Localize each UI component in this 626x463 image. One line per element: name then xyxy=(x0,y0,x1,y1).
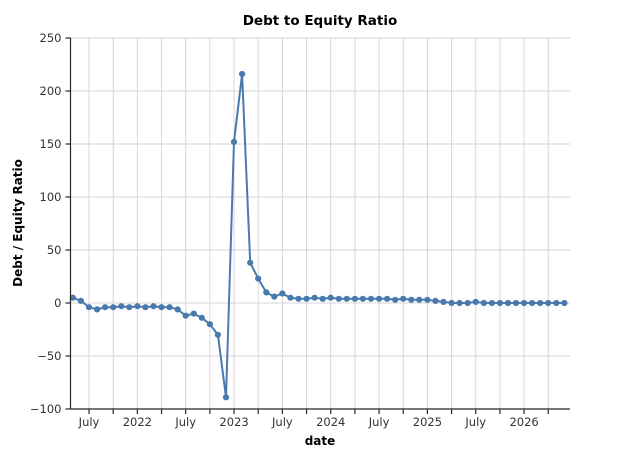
data-point xyxy=(198,314,205,321)
data-point xyxy=(359,295,366,302)
y-tick-label: 0 xyxy=(54,296,61,310)
y-axis-title: Debt / Equity Ratio xyxy=(11,159,25,287)
x-tick-label: July xyxy=(271,415,293,429)
data-point xyxy=(343,295,350,302)
x-tick-label: July xyxy=(78,415,100,429)
data-point xyxy=(279,290,286,297)
data-point xyxy=(263,289,270,296)
data-point xyxy=(432,297,439,304)
data-point xyxy=(424,296,431,303)
data-point xyxy=(174,306,181,313)
data-point xyxy=(166,304,173,311)
data-point xyxy=(327,294,334,301)
data-point xyxy=(134,303,141,310)
y-tick-label: 100 xyxy=(40,190,62,204)
data-point xyxy=(85,304,93,311)
data-point xyxy=(142,304,149,311)
data-point xyxy=(480,299,487,307)
x-tick-label: July xyxy=(464,415,486,429)
x-tick-label: July xyxy=(174,415,196,429)
data-point xyxy=(118,303,125,310)
axes-layer: −100 −50 0 50 100 150 200 250 July 2022 July 2023 Ju… xyxy=(30,31,570,429)
data-point xyxy=(440,298,447,305)
data-point xyxy=(512,299,520,307)
x-axis-title: date xyxy=(305,434,336,448)
data-point xyxy=(529,299,536,307)
data-point xyxy=(392,296,399,303)
data-point xyxy=(182,312,189,319)
data-point xyxy=(287,294,294,301)
chart-title: Debt to Equity Ratio xyxy=(243,13,398,29)
data-point xyxy=(230,138,238,145)
data-point xyxy=(190,310,197,317)
data-point xyxy=(311,294,318,301)
data-point xyxy=(150,303,157,310)
y-tick-label: −50 xyxy=(37,349,61,363)
data-point xyxy=(351,295,358,302)
data-point xyxy=(126,304,133,311)
data-point xyxy=(521,299,528,307)
x-tick-label: 2024 xyxy=(316,415,345,429)
y-tick-label: −100 xyxy=(30,402,62,416)
data-point xyxy=(303,295,310,302)
data-point xyxy=(416,296,423,303)
x-tick-label: July xyxy=(368,415,390,429)
data-point xyxy=(77,297,85,304)
data-point xyxy=(295,295,302,302)
y-tick-label: 200 xyxy=(40,84,62,98)
data-point xyxy=(110,304,117,311)
data-point xyxy=(448,299,455,307)
x-tick-label: 2025 xyxy=(413,415,442,429)
x-tick-label: 2023 xyxy=(219,415,248,429)
data-point xyxy=(400,295,407,302)
x-tick-label: 2022 xyxy=(123,415,152,429)
data-point xyxy=(69,294,76,301)
data-point xyxy=(464,299,471,307)
series-layer xyxy=(69,70,568,401)
data-point xyxy=(545,299,552,307)
data-point xyxy=(488,299,495,307)
data-point xyxy=(319,295,326,302)
data-point xyxy=(504,299,512,307)
data-point xyxy=(247,259,254,266)
data-point xyxy=(496,299,503,307)
y-tick-label: 50 xyxy=(47,243,62,257)
y-tick-label: 250 xyxy=(40,31,62,45)
gridlines xyxy=(70,37,570,410)
data-point xyxy=(239,70,246,78)
data-point xyxy=(456,299,463,307)
data-point xyxy=(214,331,221,338)
data-point xyxy=(158,304,165,311)
data-point xyxy=(367,295,375,302)
data-point xyxy=(102,304,109,311)
data-point xyxy=(255,275,262,282)
data-point xyxy=(376,295,383,302)
x-tick-label: 2026 xyxy=(509,415,538,429)
series-line xyxy=(71,73,566,399)
data-point xyxy=(335,295,342,302)
data-point xyxy=(553,299,560,307)
data-point xyxy=(271,293,278,300)
data-point xyxy=(206,321,213,328)
data-point xyxy=(408,296,415,303)
data-point xyxy=(472,298,479,305)
data-point xyxy=(537,299,544,307)
data-point xyxy=(94,306,101,313)
data-point xyxy=(561,299,568,307)
y-tick-label: 150 xyxy=(40,137,62,151)
data-point xyxy=(384,295,391,302)
data-point xyxy=(222,394,230,401)
